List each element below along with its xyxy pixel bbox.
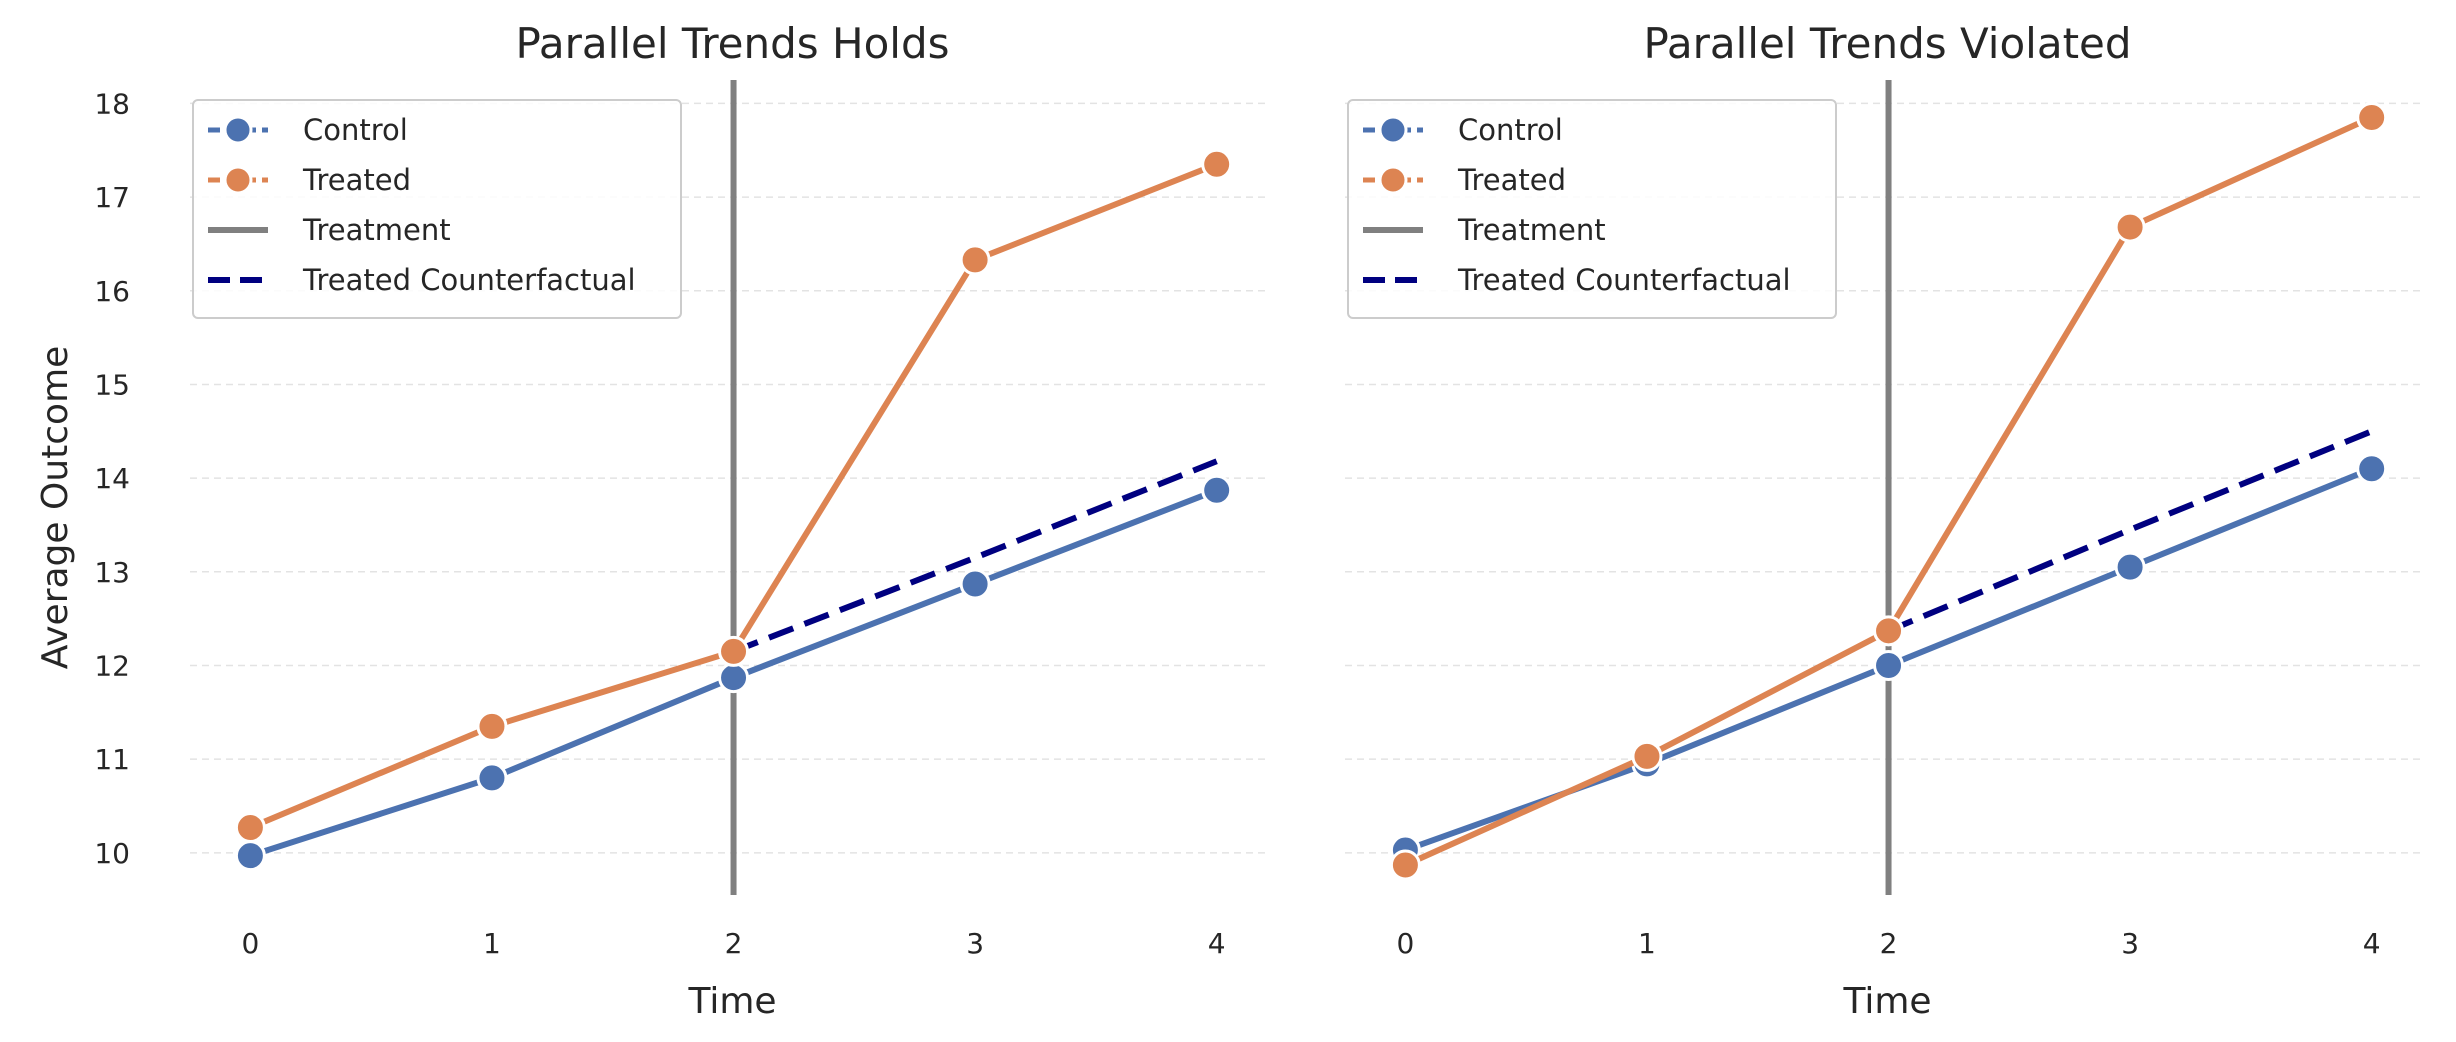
point-treated — [2356, 101, 2388, 133]
x-tick-label: 3 — [2121, 927, 2139, 960]
legend-label-treated-counterfactual: Treated Counterfactual — [302, 263, 636, 297]
y-tick-label: 14 — [94, 462, 130, 495]
point-treated — [2114, 211, 2146, 243]
y-tick-label: 10 — [94, 837, 130, 870]
point-treated — [234, 812, 266, 844]
x-tick-label: 1 — [1638, 927, 1656, 960]
point-control — [2114, 551, 2146, 583]
x-tick-label: 0 — [1396, 927, 1414, 960]
series-line-treated-counterfactual — [732, 458, 1218, 655]
y-tick-label: 13 — [94, 556, 130, 589]
legend-label-treatment: Treatment — [302, 213, 451, 247]
point-control — [1873, 649, 1905, 681]
y-tick-label: 17 — [94, 181, 130, 214]
legend-marker-control — [223, 115, 253, 145]
legend-label-control: Control — [1458, 113, 1563, 147]
y-tick-label: 16 — [94, 275, 130, 308]
legend-label-treatment: Treatment — [1457, 213, 1606, 247]
point-treated — [959, 244, 991, 276]
point-treated — [1201, 148, 1233, 180]
point-control — [234, 840, 266, 872]
point-control — [1201, 474, 1233, 506]
point-control — [959, 568, 991, 600]
x-tick-label: 3 — [966, 927, 984, 960]
y-tick-label: 12 — [94, 649, 130, 682]
x-tick-label: 4 — [1208, 927, 1226, 960]
x-axis-label: Time — [1842, 981, 1931, 1022]
series-line-treated-counterfactual — [1887, 428, 2373, 634]
x-tick-label: 0 — [241, 927, 259, 960]
legend-label-treated-counterfactual: Treated Counterfactual — [1457, 263, 1791, 297]
legend-box — [192, 99, 682, 319]
legend-label-control: Control — [303, 113, 408, 147]
panel-parallel-trends-violated: 0 1 2 3 4 Parallel Trends Violated Time Control… — [1345, 19, 2420, 1022]
chart-title: Parallel Trends Holds — [515, 19, 949, 68]
point-control — [2356, 453, 2388, 485]
legend-label-treated: Treated — [302, 163, 411, 197]
y-tick-label: 11 — [94, 743, 130, 776]
chart-title: Parallel Trends Violated — [1643, 19, 2131, 68]
point-control — [718, 662, 750, 694]
point-treated — [1873, 615, 1905, 647]
legend: Control Treated Treatment Treated Counterfa… — [192, 99, 682, 319]
legend-marker-treated — [223, 165, 253, 195]
y-tick-label: 18 — [94, 87, 130, 120]
point-treated — [1389, 849, 1421, 881]
legend: Control Treated Treatment Treated Counterfa… — [1347, 99, 1837, 319]
x-tick-label: 4 — [2363, 927, 2381, 960]
legend-box — [1347, 99, 1837, 319]
point-treated — [476, 710, 508, 742]
y-tick-label: 15 — [94, 368, 130, 401]
x-tick-label: 1 — [483, 927, 501, 960]
legend-marker-control — [1378, 115, 1408, 145]
legend-label-treated: Treated — [1457, 163, 1566, 197]
x-axis-label: Time — [687, 981, 776, 1022]
x-tick-label: 2 — [1880, 927, 1898, 960]
x-tick-label: 2 — [725, 927, 743, 960]
y-axis-label: Average Outcome — [35, 346, 76, 670]
point-treated — [1631, 740, 1663, 772]
point-treated — [718, 635, 750, 667]
legend-marker-treated — [1378, 165, 1408, 195]
point-control — [476, 762, 508, 794]
